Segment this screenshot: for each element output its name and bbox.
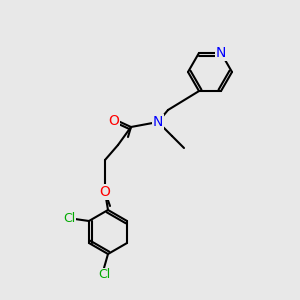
Text: Cl: Cl xyxy=(98,268,110,281)
Text: Cl: Cl xyxy=(63,212,75,226)
Text: N: N xyxy=(216,46,226,60)
Text: O: O xyxy=(109,114,119,128)
Text: O: O xyxy=(100,185,110,199)
Text: N: N xyxy=(153,115,163,129)
